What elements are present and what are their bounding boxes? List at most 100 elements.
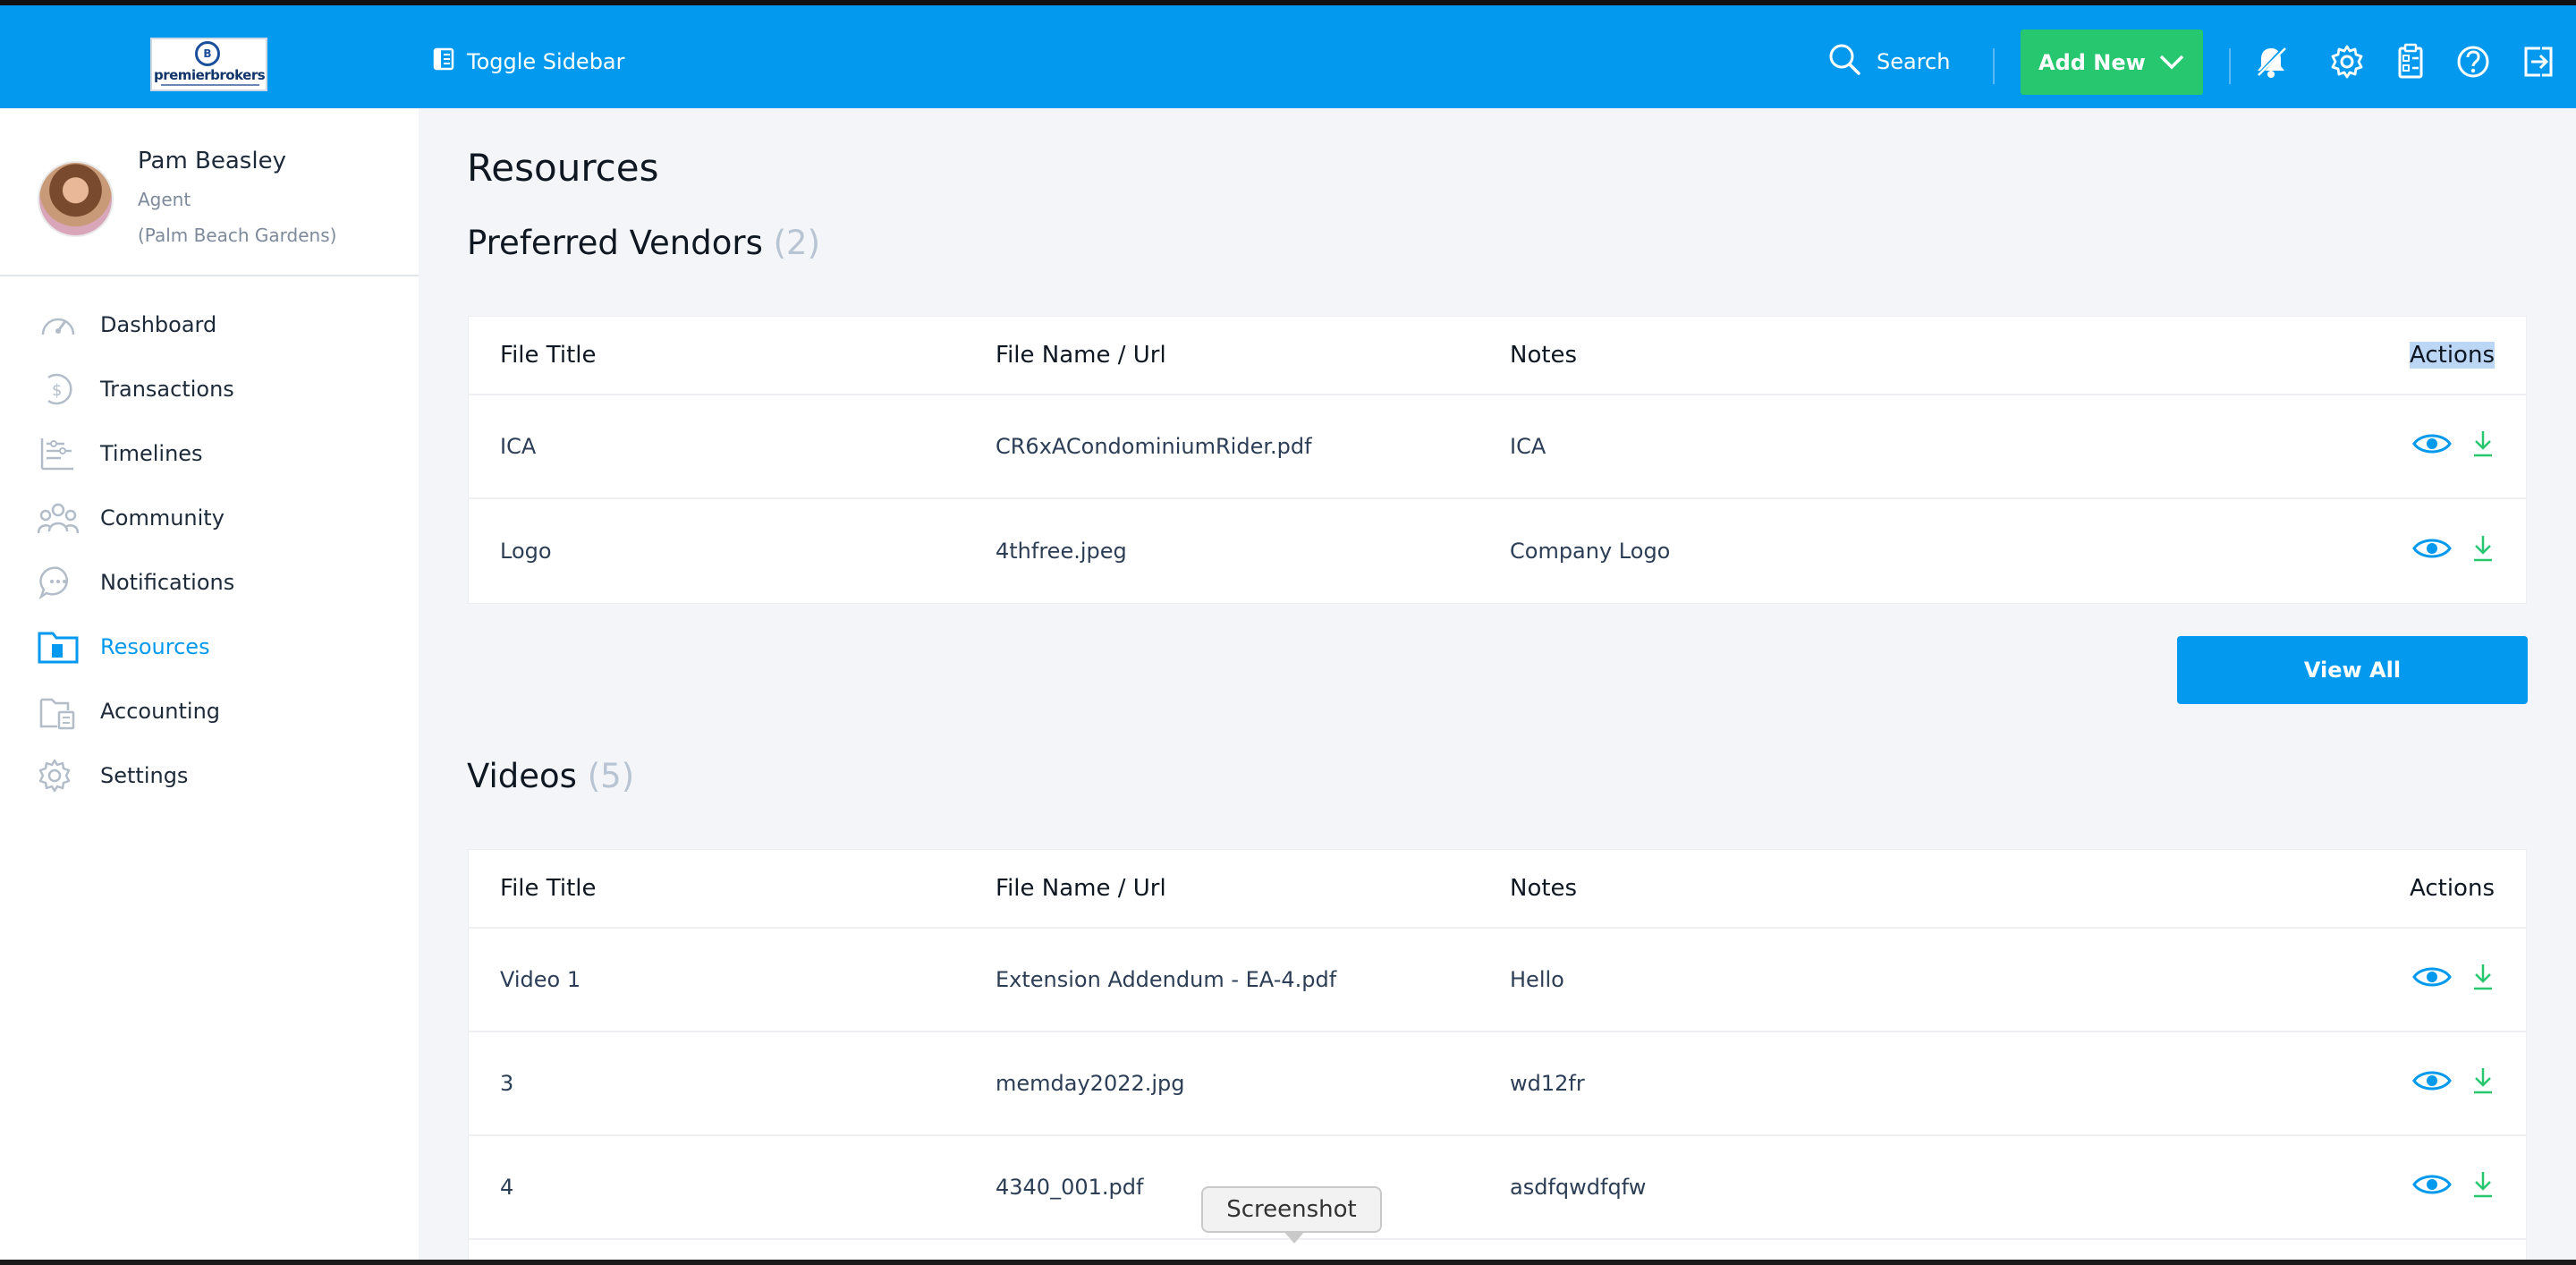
row-notes: wd12fr xyxy=(1510,1071,1585,1096)
row-notes: ICA xyxy=(1510,434,1546,459)
row-file-name: Extension Addendum - EA-4.pdf xyxy=(996,967,1337,992)
row-notes: Company Logo xyxy=(1510,539,1671,564)
community-icon xyxy=(38,503,79,534)
row-actions xyxy=(2412,395,2495,497)
sidebar: Pam Beasley Agent (Palm Beach Gardens) D… xyxy=(0,108,419,1265)
view-eye-icon[interactable] xyxy=(2412,1068,2452,1099)
avatar[interactable] xyxy=(38,161,114,237)
search-icon xyxy=(1826,41,1862,82)
row-file-title: Logo xyxy=(500,539,552,564)
sidebar-item-label: Dashboard xyxy=(100,312,217,337)
row-notes: Hello xyxy=(1510,967,1564,992)
chat-icon xyxy=(38,566,69,600)
user-name: Pam Beasley xyxy=(138,148,286,174)
sidebar-item-community[interactable]: Community xyxy=(38,497,225,539)
user-role: Agent xyxy=(138,189,191,210)
dollar-icon: $ xyxy=(47,373,72,405)
help-icon[interactable] xyxy=(2455,43,2491,81)
row-file-title: 4 xyxy=(500,1175,514,1200)
search-button[interactable]: Search xyxy=(1826,41,1950,82)
row-actions xyxy=(2412,499,2495,603)
sidebar-item-timelines[interactable]: Timelines xyxy=(38,433,203,474)
sidebar-item-dashboard[interactable]: Dashboard xyxy=(38,304,216,345)
sidebar-item-label: Timelines xyxy=(100,441,203,466)
add-new-label: Add New xyxy=(2038,49,2146,75)
logout-icon[interactable] xyxy=(2521,43,2556,81)
preferred-vendors-table: File Title File Name / Url Notes Actions… xyxy=(468,316,2527,604)
toggle-sidebar-button[interactable]: Toggle Sidebar xyxy=(433,45,625,79)
row-file-title: ICA xyxy=(500,434,537,459)
user-office: (Palm Beach Gardens) xyxy=(138,225,337,246)
sidebar-item-transactions[interactable]: $ Transactions xyxy=(38,369,234,410)
sidebar-item-label: Transactions xyxy=(100,377,234,402)
folder-icon xyxy=(38,632,79,664)
notifications-off-icon[interactable] xyxy=(2253,43,2289,81)
view-all-button[interactable]: View All xyxy=(2177,636,2528,704)
row-file-name: 4thfree.jpeg xyxy=(996,539,1127,564)
logo-emblem-icon: B xyxy=(195,41,220,66)
navbar-divider xyxy=(2229,48,2231,84)
section-count: (2) xyxy=(773,224,821,262)
table-row: Logo 4thfree.jpeg Company Logo xyxy=(469,499,2526,603)
table-row: 3 memday2022.jpg wd12fr xyxy=(469,1032,2526,1136)
table-header: File Title File Name / Url Notes Actions xyxy=(469,317,2526,395)
timeline-icon xyxy=(40,438,73,471)
sidebar-item-label: Notifications xyxy=(100,570,235,595)
column-header-actions: Actions xyxy=(2410,317,2495,394)
row-actions xyxy=(2412,929,2495,1031)
row-file-name: 4340_001.pdf xyxy=(996,1175,1144,1200)
accounting-icon xyxy=(39,698,75,730)
column-header-file-name[interactable]: File Name / Url xyxy=(996,342,1166,369)
screenshot-tooltip: Screenshot xyxy=(1201,1186,1382,1244)
sidebar-toggle-icon xyxy=(433,47,454,76)
search-label: Search xyxy=(1877,49,1951,74)
sidebar-item-resources[interactable]: Resources xyxy=(38,626,210,667)
view-eye-icon[interactable] xyxy=(2412,1172,2452,1202)
sidebar-item-settings[interactable]: Settings xyxy=(38,755,188,796)
table-row: ICA CR6xACondominiumRider.pdf ICA xyxy=(469,395,2526,499)
download-icon[interactable] xyxy=(2471,1170,2495,1204)
navbar-divider xyxy=(1993,48,1995,84)
calculator-icon[interactable] xyxy=(2393,43,2428,81)
sidebar-item-accounting[interactable]: Accounting xyxy=(38,691,220,732)
table-header: File Title File Name / Url Notes Actions xyxy=(469,850,2526,929)
gear-icon xyxy=(38,759,71,793)
sidebar-item-notifications[interactable]: Notifications xyxy=(38,562,234,603)
view-eye-icon[interactable] xyxy=(2412,431,2452,462)
column-header-actions: Actions xyxy=(2410,875,2495,902)
sidebar-divider xyxy=(0,275,419,276)
download-icon[interactable] xyxy=(2471,534,2495,568)
sidebar-item-label: Resources xyxy=(100,634,210,659)
column-header-file-title[interactable]: File Title xyxy=(500,875,597,902)
actions-header-label: Actions xyxy=(2410,342,2495,369)
chevron-down-icon xyxy=(2159,55,2184,70)
download-icon[interactable] xyxy=(2471,429,2495,463)
column-header-file-name[interactable]: File Name / Url xyxy=(996,875,1166,902)
section-title-text: Preferred Vendors xyxy=(467,224,763,262)
row-actions xyxy=(2412,1136,2495,1238)
top-navbar: B premierbrokers Toggle Sidebar Search A… xyxy=(0,0,2576,108)
view-eye-icon[interactable] xyxy=(2412,964,2452,995)
row-file-name: memday2022.jpg xyxy=(996,1071,1185,1096)
speedometer-icon xyxy=(41,318,75,335)
section-title-text: Videos xyxy=(467,757,577,795)
column-header-notes[interactable]: Notes xyxy=(1510,342,1578,369)
svg-text:$: $ xyxy=(52,381,62,400)
view-eye-icon[interactable] xyxy=(2412,536,2452,566)
row-file-name: CR6xACondominiumRider.pdf xyxy=(996,434,1312,459)
window-bottom-edge xyxy=(0,1260,2576,1265)
toggle-sidebar-label: Toggle Sidebar xyxy=(467,49,625,74)
row-notes: asdfqwdfqfw xyxy=(1510,1175,1647,1200)
row-file-title: Video 1 xyxy=(500,967,581,992)
add-new-button[interactable]: Add New xyxy=(2021,30,2203,95)
sidebar-item-label: Accounting xyxy=(100,699,221,724)
column-header-file-title[interactable]: File Title xyxy=(500,342,597,369)
page-title: Resources xyxy=(467,146,659,190)
gear-icon[interactable] xyxy=(2329,43,2365,81)
company-logo[interactable]: B premierbrokers xyxy=(150,38,267,91)
column-header-notes[interactable]: Notes xyxy=(1510,875,1578,902)
sidebar-item-label: Community xyxy=(100,505,225,531)
row-file-title: 3 xyxy=(500,1071,514,1096)
download-icon[interactable] xyxy=(2471,963,2495,997)
download-icon[interactable] xyxy=(2471,1066,2495,1100)
